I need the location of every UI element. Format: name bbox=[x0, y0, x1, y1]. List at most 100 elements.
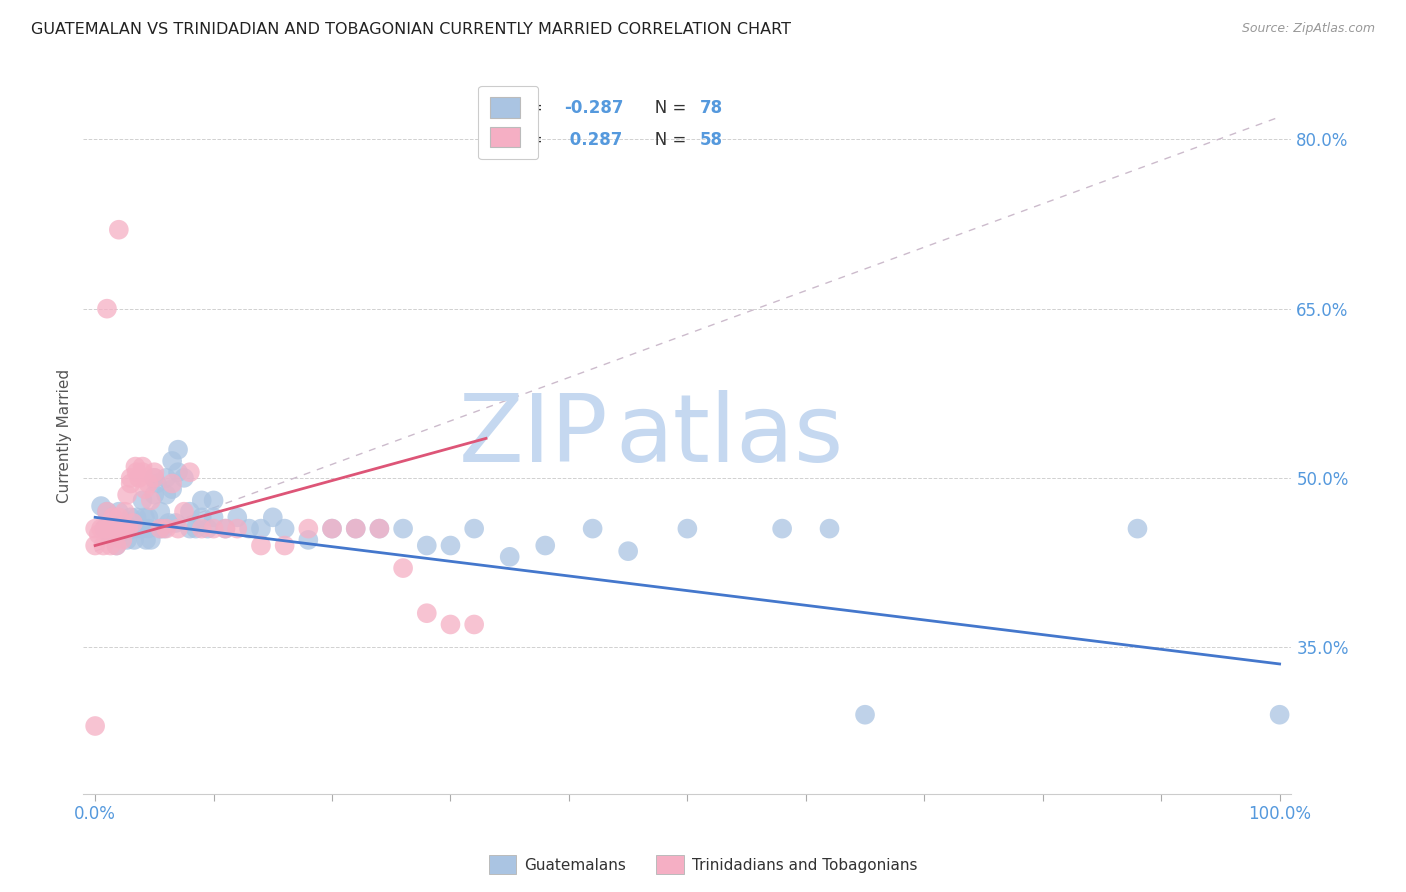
Point bbox=[167, 465, 190, 479]
Point bbox=[392, 561, 415, 575]
Point bbox=[416, 606, 439, 620]
Point bbox=[139, 533, 162, 547]
Point bbox=[145, 476, 167, 491]
Point bbox=[135, 533, 157, 547]
Point bbox=[439, 617, 461, 632]
Point bbox=[125, 510, 148, 524]
Point bbox=[368, 522, 391, 536]
Point bbox=[138, 510, 160, 524]
Point bbox=[96, 505, 118, 519]
Text: -0.287: -0.287 bbox=[564, 98, 624, 117]
Point bbox=[184, 522, 207, 536]
Point bbox=[368, 522, 391, 536]
Point bbox=[125, 522, 148, 536]
Point bbox=[149, 522, 172, 536]
Legend: Guatemalans, Trinidadians and Tobagonians: Guatemalans, Trinidadians and Tobagonian… bbox=[482, 849, 924, 880]
Point bbox=[202, 510, 225, 524]
Text: R =: R = bbox=[512, 131, 548, 149]
Point bbox=[321, 522, 343, 536]
Point bbox=[98, 522, 121, 536]
Point bbox=[101, 522, 124, 536]
Point bbox=[226, 522, 249, 536]
Point bbox=[120, 510, 142, 524]
Point bbox=[167, 442, 190, 457]
Point bbox=[439, 539, 461, 553]
Point bbox=[770, 522, 793, 536]
Point bbox=[131, 522, 153, 536]
Point bbox=[157, 516, 180, 530]
Point bbox=[96, 522, 118, 536]
Point bbox=[179, 465, 201, 479]
Text: GUATEMALAN VS TRINIDADIAN AND TOBAGONIAN CURRENTLY MARRIED CORRELATION CHART: GUATEMALAN VS TRINIDADIAN AND TOBAGONIAN… bbox=[31, 22, 792, 37]
Point bbox=[149, 522, 172, 536]
Text: 58: 58 bbox=[699, 131, 723, 149]
Point bbox=[273, 522, 295, 536]
Point bbox=[125, 465, 148, 479]
Point bbox=[124, 459, 146, 474]
Point bbox=[104, 522, 127, 536]
Point bbox=[155, 522, 177, 536]
Point bbox=[214, 522, 236, 536]
Point bbox=[114, 505, 136, 519]
Point bbox=[165, 516, 187, 530]
Point bbox=[110, 522, 132, 536]
Text: atlas: atlas bbox=[614, 390, 844, 482]
Point bbox=[120, 471, 142, 485]
Point bbox=[463, 617, 485, 632]
Point bbox=[416, 539, 439, 553]
Point bbox=[173, 471, 195, 485]
Point bbox=[134, 510, 156, 524]
Point bbox=[617, 544, 640, 558]
Point bbox=[114, 522, 136, 536]
Point bbox=[120, 476, 142, 491]
Point bbox=[153, 522, 176, 536]
Point bbox=[155, 488, 177, 502]
Point bbox=[115, 488, 138, 502]
Text: N =: N = bbox=[640, 131, 692, 149]
Point bbox=[160, 454, 183, 468]
Text: 78: 78 bbox=[699, 98, 723, 117]
Point bbox=[273, 539, 295, 553]
Y-axis label: Currently Married: Currently Married bbox=[58, 368, 72, 502]
Point bbox=[108, 522, 131, 536]
Point bbox=[202, 522, 225, 536]
Point bbox=[110, 522, 132, 536]
Point bbox=[179, 522, 201, 536]
Point bbox=[131, 459, 153, 474]
Text: ZIP: ZIP bbox=[460, 390, 609, 482]
Point bbox=[115, 533, 138, 547]
Point bbox=[101, 510, 124, 524]
Point bbox=[100, 539, 122, 553]
Point bbox=[111, 533, 134, 547]
Point bbox=[167, 522, 190, 536]
Point bbox=[101, 522, 124, 536]
Point bbox=[143, 488, 166, 502]
Point bbox=[129, 522, 152, 536]
Point bbox=[114, 522, 136, 536]
Point bbox=[117, 522, 139, 536]
Point bbox=[344, 522, 367, 536]
Point bbox=[250, 522, 273, 536]
Point bbox=[190, 493, 212, 508]
Point bbox=[108, 522, 131, 536]
Point bbox=[179, 505, 201, 519]
Point bbox=[108, 510, 131, 524]
Point bbox=[321, 522, 343, 536]
Point bbox=[160, 476, 183, 491]
Point bbox=[93, 522, 115, 536]
Point bbox=[96, 522, 118, 536]
Point bbox=[226, 510, 249, 524]
Point bbox=[90, 499, 112, 513]
Point bbox=[499, 549, 522, 564]
Point bbox=[1126, 522, 1149, 536]
Point bbox=[122, 533, 145, 547]
Point bbox=[139, 493, 162, 508]
Point bbox=[197, 522, 219, 536]
Point bbox=[160, 482, 183, 496]
Point bbox=[853, 707, 876, 722]
Point bbox=[262, 510, 284, 524]
Point bbox=[676, 522, 699, 536]
Text: R =: R = bbox=[512, 98, 548, 117]
Point bbox=[297, 533, 319, 547]
Point bbox=[105, 539, 128, 553]
